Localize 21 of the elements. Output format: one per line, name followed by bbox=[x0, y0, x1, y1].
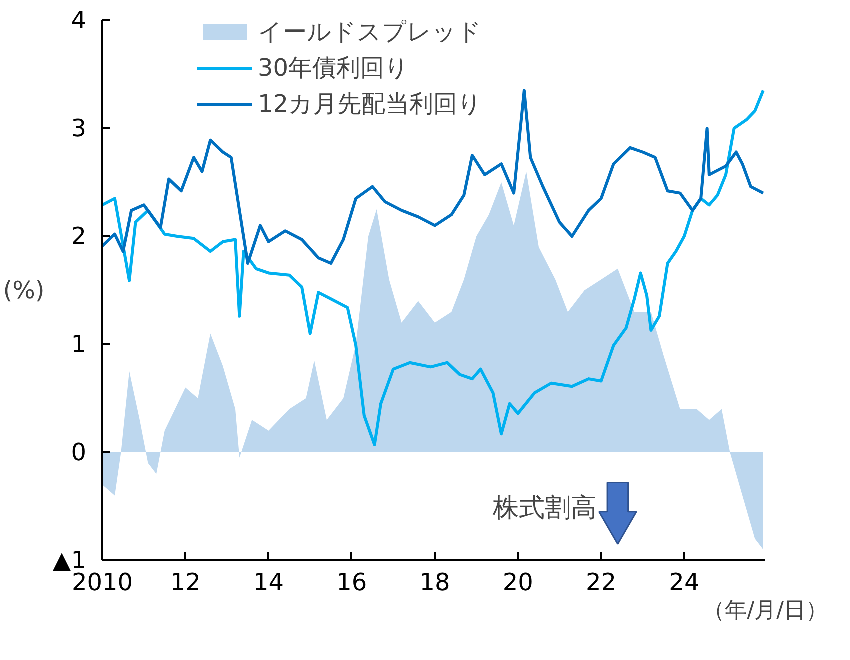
legend-label: 12カ月先配当利回り bbox=[258, 89, 483, 120]
x-tick-label: 12 bbox=[170, 568, 201, 596]
x-tick-label: 2010 bbox=[72, 568, 134, 596]
x-tick-label: 16 bbox=[336, 568, 368, 596]
y-tick-label: 4 bbox=[71, 6, 87, 34]
legend-label: イールドスプレッド bbox=[258, 19, 482, 48]
line-series bbox=[102, 89, 765, 265]
y-tick-label: 3 bbox=[71, 114, 87, 142]
y-tick-label: 0 bbox=[71, 438, 87, 466]
x-tick-label: 24 bbox=[669, 568, 700, 596]
x-tick-label: 18 bbox=[420, 568, 450, 596]
annotation: 株式割高 bbox=[492, 494, 598, 524]
y-tick-label: 2 bbox=[71, 222, 87, 250]
x-tick-label: 20 bbox=[502, 568, 534, 596]
x-tick-label: 22 bbox=[586, 568, 617, 596]
y-tick-label: 1 bbox=[71, 330, 87, 358]
legend-label: 30年債利回り bbox=[258, 53, 410, 84]
y-axis-title: (%) bbox=[3, 276, 45, 304]
text: （年/月/日） bbox=[703, 598, 828, 624]
x-tick-label: 14 bbox=[254, 568, 284, 596]
line-series bbox=[102, 89, 765, 446]
